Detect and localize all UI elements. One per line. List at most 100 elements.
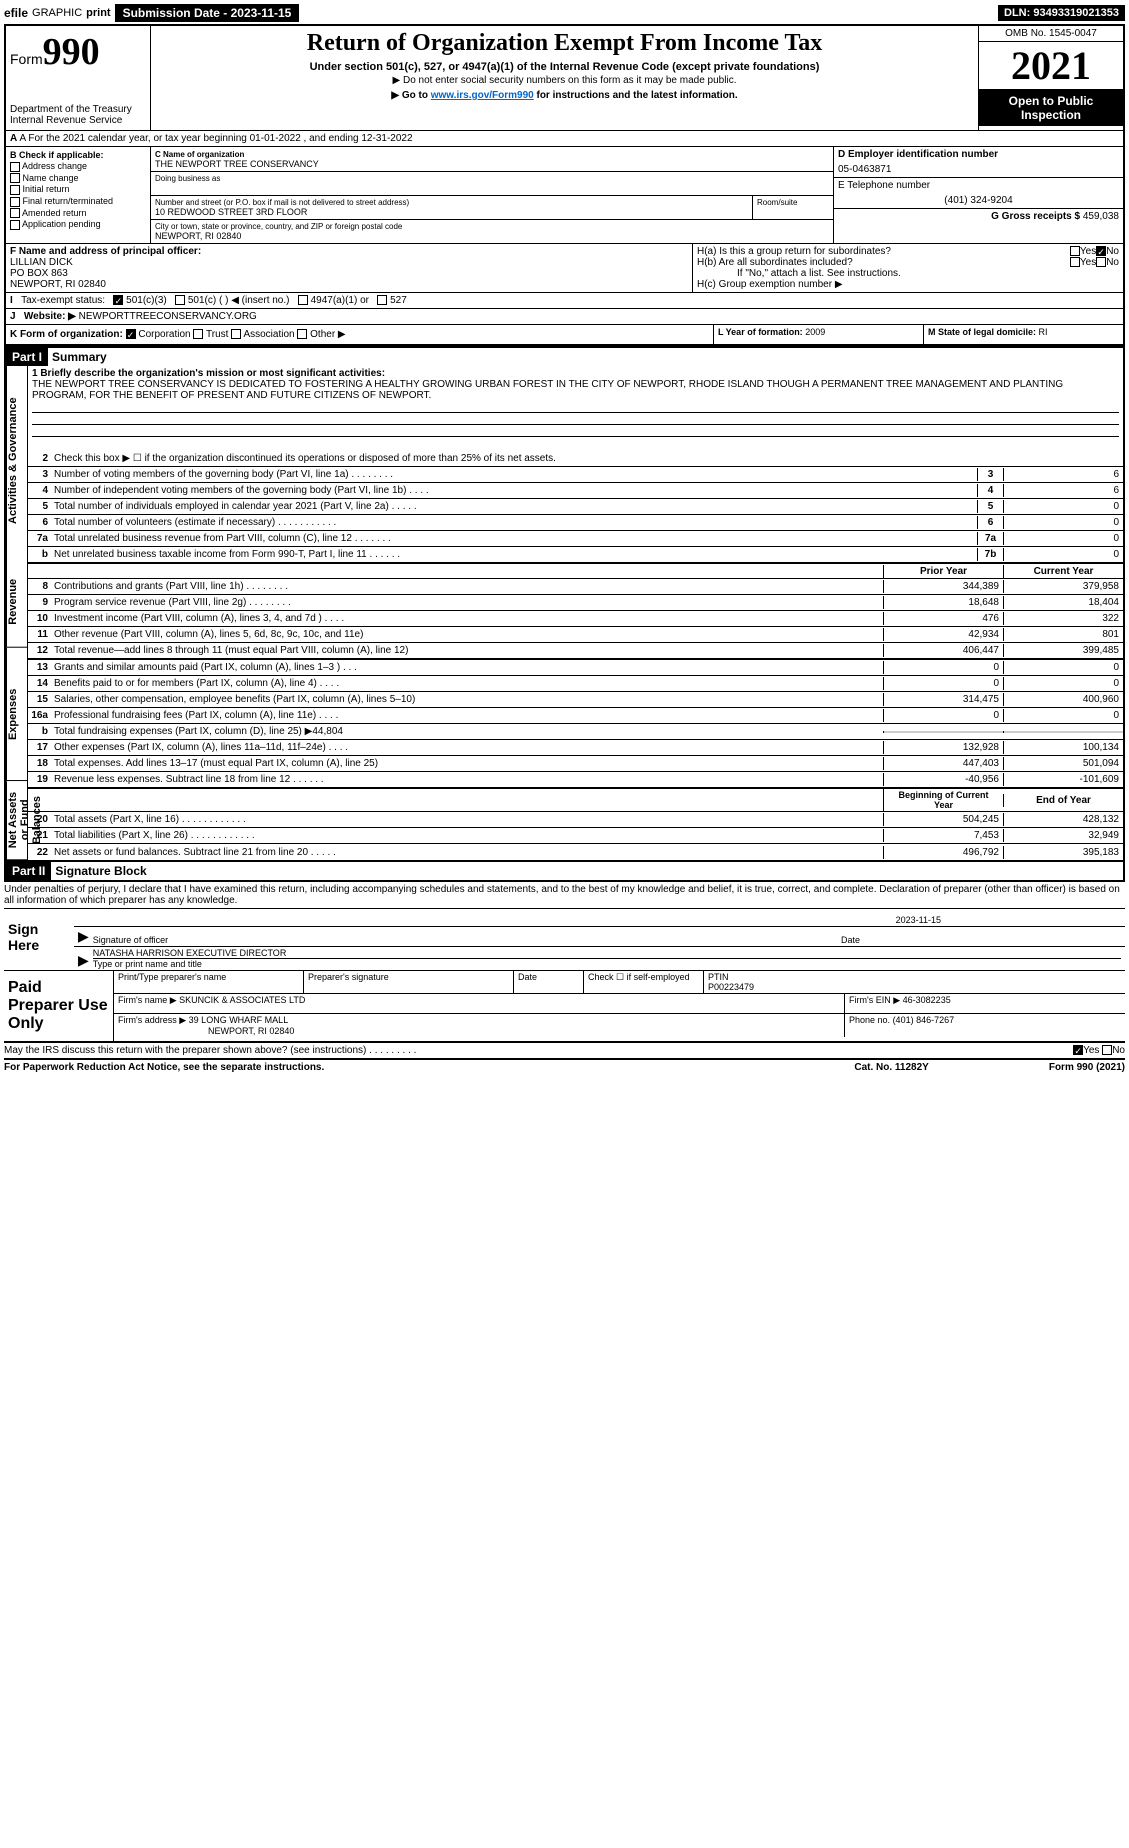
tab-expenses: Expenses <box>6 648 28 781</box>
eoy-hdr: End of Year <box>1003 794 1123 807</box>
col-header-row: Prior Year Current Year <box>28 563 1123 579</box>
form-word: Form <box>10 51 43 67</box>
rule-4 <box>32 437 1119 449</box>
irs-discuss-q: May the IRS discuss this return with the… <box>4 1045 1073 1056</box>
tax-year: 2021 <box>979 42 1123 90</box>
4947-label: 4947(a)(1) or <box>311 295 369 306</box>
summary-line: bNet unrelated business taxable income f… <box>28 547 1123 563</box>
phone-label: E Telephone number <box>838 180 1119 191</box>
summary-line: 14Benefits paid to or for members (Part … <box>28 676 1123 692</box>
name-change-label: Name change <box>23 173 79 183</box>
discuss-yes: Yes <box>1083 1045 1099 1056</box>
print-label[interactable]: print <box>86 7 110 19</box>
summary-line: 7aTotal unrelated business revenue from … <box>28 531 1123 547</box>
summary-line: 5Total number of individuals employed in… <box>28 499 1123 515</box>
corp-checkbox[interactable]: ✓ <box>126 329 136 339</box>
summary-section: Activities & Governance Revenue Expenses… <box>4 366 1125 862</box>
assoc-checkbox[interactable] <box>231 329 241 339</box>
trust-checkbox[interactable] <box>193 329 203 339</box>
ha-yes-checkbox[interactable] <box>1070 246 1080 256</box>
ein-label: D Employer identification number <box>838 149 998 160</box>
ha-no-checkbox[interactable]: ✓ <box>1096 246 1106 256</box>
summary-line: 17Other expenses (Part IX, column (A), l… <box>28 740 1123 756</box>
dln-label: DLN: 93493319021353 <box>998 5 1125 21</box>
header-center: Return of Organization Exempt From Incom… <box>151 26 978 130</box>
app-pending-checkbox[interactable] <box>10 220 20 230</box>
summary-line: 2Check this box ▶ ☐ if the organization … <box>28 451 1123 467</box>
firm-name: SKUNCIK & ASSOCIATES LTD <box>179 995 305 1005</box>
firm-addr1: 39 LONG WHARF MALL <box>189 1015 289 1025</box>
hb-yes-checkbox[interactable] <box>1070 257 1080 267</box>
col-m: M State of legal domicile: RI <box>923 325 1123 344</box>
prior-year-hdr: Prior Year <box>883 565 1003 578</box>
discuss-yes-checkbox[interactable]: ✓ <box>1073 1045 1083 1055</box>
hb2-text: If "No," attach a list. See instructions… <box>697 268 1119 279</box>
amended-checkbox[interactable] <box>10 208 20 218</box>
rule-2 <box>32 413 1119 425</box>
open-inspection: Open to Public Inspection <box>979 90 1123 126</box>
irs-discuss-row: May the IRS discuss this return with the… <box>4 1043 1125 1060</box>
firm-phone-label: Phone no. <box>849 1015 890 1025</box>
summary-line: 9Program service revenue (Part VIII, lin… <box>28 595 1123 611</box>
summary-line: 20Total assets (Part X, line 16) . . . .… <box>28 812 1123 828</box>
room-label: Room/suite <box>757 198 829 207</box>
state-value: RI <box>1039 327 1048 337</box>
net-header-row: Beginning of Current Year End of Year <box>28 788 1123 812</box>
main-info-box: B Check if applicable: Address change Na… <box>4 146 1125 243</box>
sig-officer-label: Signature of officer <box>93 935 841 945</box>
dba-label: Doing business as <box>155 174 829 183</box>
501c3-label: 501(c)(3) <box>126 295 167 306</box>
corp-label: Corporation <box>138 329 190 340</box>
other-checkbox[interactable] <box>297 329 307 339</box>
firm-addr-label: Firm's address ▶ <box>118 1015 186 1025</box>
year-form-label: L Year of formation: <box>718 327 803 337</box>
sig-name: NATASHA HARRISON EXECUTIVE DIRECTOR <box>93 948 1121 958</box>
summary-line: bTotal fundraising expenses (Part IX, co… <box>28 724 1123 740</box>
hb-no: No <box>1106 257 1119 268</box>
final-return-checkbox[interactable] <box>10 197 20 207</box>
assoc-label: Association <box>243 329 294 340</box>
527-checkbox[interactable] <box>377 295 387 305</box>
summary-line: 18Total expenses. Add lines 13–17 (must … <box>28 756 1123 772</box>
summary-line: 8Contributions and grants (Part VIII, li… <box>28 579 1123 595</box>
part-2-badge: Part II <box>6 862 51 880</box>
header-right: OMB No. 1545-0047 2021 Open to Public In… <box>978 26 1123 130</box>
paid-preparer-label: Paid Preparer Use Only <box>4 971 114 1041</box>
arrow-icon: ▶ <box>78 928 89 945</box>
sign-here-block: Sign Here 2023-11-15 ▶Signature of offic… <box>4 909 1125 971</box>
col-defg: D Employer identification number 05-0463… <box>833 147 1123 243</box>
col-k: K Form of organization: ✓ Corporation Tr… <box>6 325 713 344</box>
initial-return-checkbox[interactable] <box>10 185 20 195</box>
city-label: City or town, state or province, country… <box>155 222 829 231</box>
ein-value: 05-0463871 <box>838 164 1119 175</box>
row-a-tax-year: A A For the 2021 calendar year, or tax y… <box>4 130 1125 146</box>
name-change-checkbox[interactable] <box>10 173 20 183</box>
tax-status-label: Tax-exempt status: <box>21 295 105 306</box>
year-form-value: 2009 <box>805 327 825 337</box>
current-year-hdr: Current Year <box>1003 565 1123 578</box>
street-value: 10 REDWOOD STREET 3RD FLOOR <box>155 207 748 217</box>
501c-label: 501(c) ( ) ◀ (insert no.) <box>188 295 290 306</box>
boy-hdr: Beginning of Current Year <box>883 789 1003 811</box>
summary-line: 6Total number of volunteers (estimate if… <box>28 515 1123 531</box>
501c3-checkbox[interactable]: ✓ <box>113 295 123 305</box>
amended-label: Amended return <box>22 208 87 218</box>
hb-no-checkbox[interactable] <box>1096 257 1106 267</box>
summary-line: 15Salaries, other compensation, employee… <box>28 692 1123 708</box>
irs-link[interactable]: www.irs.gov/Form990 <box>431 90 534 101</box>
row-j-website: J Website: ▶ NEWPORTTREECONSERVANCY.ORG <box>4 308 1125 324</box>
501c-checkbox[interactable] <box>175 295 185 305</box>
4947-checkbox[interactable] <box>298 295 308 305</box>
col-f: F Name and address of principal officer:… <box>6 244 693 292</box>
discuss-no: No <box>1112 1045 1125 1056</box>
col-l: L Year of formation: 2009 <box>713 325 923 344</box>
submission-date-button[interactable]: Submission Date - 2023-11-15 <box>115 4 300 22</box>
sig-date: 2023-11-15 <box>896 915 941 925</box>
discuss-no-checkbox[interactable] <box>1102 1045 1112 1055</box>
addr-change-checkbox[interactable] <box>10 162 20 172</box>
ptin-value: P00223479 <box>708 982 1121 992</box>
dept-treasury: Department of the Treasury <box>10 104 146 115</box>
summary-line: 13Grants and similar amounts paid (Part … <box>28 660 1123 676</box>
subtitle-1: Under section 501(c), 527, or 4947(a)(1)… <box>155 61 974 73</box>
form-org-label: K Form of organization: <box>10 329 123 340</box>
